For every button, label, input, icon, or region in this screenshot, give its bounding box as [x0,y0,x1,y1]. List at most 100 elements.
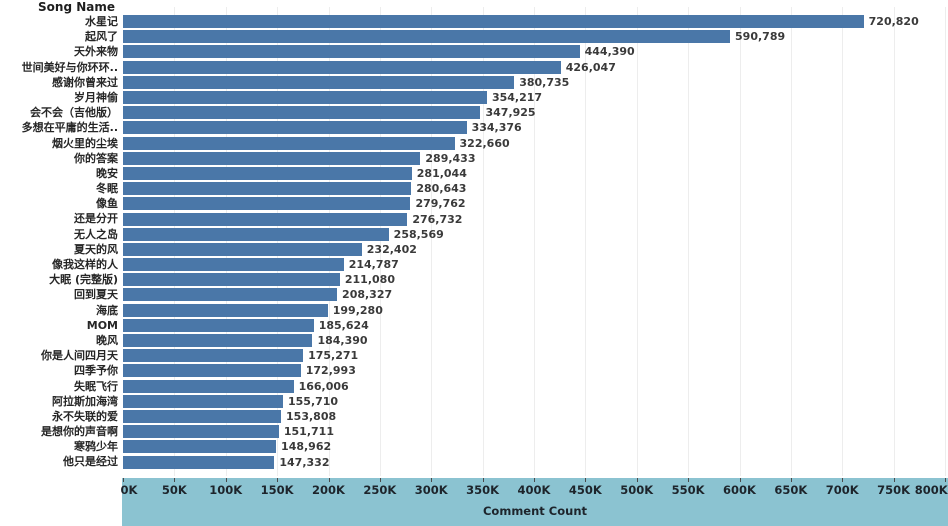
x-tick-label: 300K [414,483,448,497]
chart-row: 大眠 (完整版) 211,080 [0,272,948,287]
bar-track: 276,732 [123,212,945,226]
chart-row: 晚风 184,390 [0,333,948,348]
song-label: 还是分开 [74,212,118,226]
bar[interactable] [123,379,294,393]
bar[interactable] [123,288,338,302]
bar[interactable] [123,334,313,348]
chart-row: 像我这样的人 214,787 [0,257,948,272]
bar-track: 322,660 [123,136,945,150]
bar-track: 232,402 [123,242,945,256]
value-label: 590,789 [735,30,786,44]
chart-row: 你是人间四月天 175,271 [0,348,948,363]
value-label: 280,643 [416,182,467,196]
chart-row: 岁月神偷 354,217 [0,90,948,105]
x-tick-mark [379,478,381,482]
chart-row: 世间美好与你环环.. 426,047 [0,60,948,75]
bar[interactable] [123,91,487,105]
chart-row: 海底 199,280 [0,303,948,318]
x-tick-mark [585,478,587,482]
chart-row: 阿拉斯加海湾 155,710 [0,394,948,409]
song-label: 永不失联的爱 [52,409,118,423]
bar[interactable] [123,258,344,272]
x-axis-title: Comment Count [482,504,588,518]
x-tick-mark [123,478,124,482]
bar[interactable] [123,242,362,256]
bar-track: 148,962 [123,440,945,454]
bar[interactable] [123,106,481,120]
chart-row: 无人之岛 258,569 [0,227,948,242]
bar-track: 281,044 [123,166,945,180]
bar[interactable] [123,166,412,180]
song-label: 世间美好与你环环.. [21,60,118,74]
value-label: 185,624 [318,318,369,332]
value-label: 166,006 [298,379,349,393]
x-tick-label: 550K [671,483,705,497]
value-label: 347,925 [485,106,536,120]
x-tick-label: 400K [517,483,551,497]
song-label: 四季予你 [74,364,118,378]
bar[interactable] [123,394,283,408]
bar[interactable] [123,409,282,423]
bar[interactable] [123,212,408,226]
x-tick-mark [893,478,895,482]
x-tick-label: 150K [260,483,294,497]
chart-row: 失眠飞行 166,006 [0,379,948,394]
chart-row: 冬眠 280,643 [0,181,948,196]
chart-row: 晚安 281,044 [0,166,948,181]
value-label: 184,390 [317,334,368,348]
x-tick-mark [688,478,690,482]
bar[interactable] [123,273,340,287]
bar[interactable] [123,121,467,135]
bar[interactable] [123,151,421,165]
value-label: 289,433 [425,151,476,165]
bar[interactable] [123,197,411,211]
song-label: 起风了 [85,30,118,44]
bar[interactable] [123,182,412,196]
bar-track: 147,332 [123,455,945,469]
song-label: 你的答案 [74,151,118,165]
x-tick-mark [482,478,484,482]
bar-track: 199,280 [123,303,945,317]
bar[interactable] [123,45,580,59]
bar-track: 155,710 [123,394,945,408]
y-axis-title: Song Name [38,0,115,14]
chart-row: 感谢你曾来过 380,735 [0,75,948,90]
bar-track: 590,789 [123,30,945,44]
bar[interactable] [123,227,389,241]
bar[interactable] [123,440,277,454]
bar[interactable] [123,455,275,469]
song-label: 像鱼 [96,197,118,211]
chart-row: 他只是经过 147,332 [0,454,948,469]
bar[interactable] [123,30,731,44]
chart-row: 水星记 720,820 [0,14,948,29]
chart-row: 会不会（吉他版） 347,925 [0,105,948,120]
song-label: 夏天的风 [74,242,118,256]
song-label: 海底 [96,303,118,317]
value-label: 258,569 [393,227,444,241]
bar[interactable] [123,60,561,74]
bar[interactable] [123,349,304,363]
bar[interactable] [123,136,455,150]
chart-row: 像鱼 279,762 [0,196,948,211]
song-label: 晚安 [96,166,118,180]
song-label: 回到夏天 [74,288,118,302]
chart-row: 起风了 590,789 [0,29,948,44]
bar-track: 184,390 [123,334,945,348]
value-label: 322,660 [459,136,510,150]
song-label: 他只是经过 [63,455,118,469]
chart-row: 永不失联的爱 153,808 [0,409,948,424]
value-label: 211,080 [344,273,395,287]
bar[interactable] [123,425,279,439]
bar[interactable] [123,303,328,317]
value-label: 147,332 [279,455,330,469]
x-tick-mark [945,478,946,482]
bar-track: 172,993 [123,364,945,378]
song-label: 像我这样的人 [52,258,118,271]
value-label: 148,962 [281,440,332,454]
bar[interactable] [123,15,864,29]
value-label: 354,217 [491,91,543,105]
song-label: 水星记 [85,15,118,28]
bar[interactable] [123,318,314,332]
bar[interactable] [123,364,301,378]
bar[interactable] [123,75,515,89]
